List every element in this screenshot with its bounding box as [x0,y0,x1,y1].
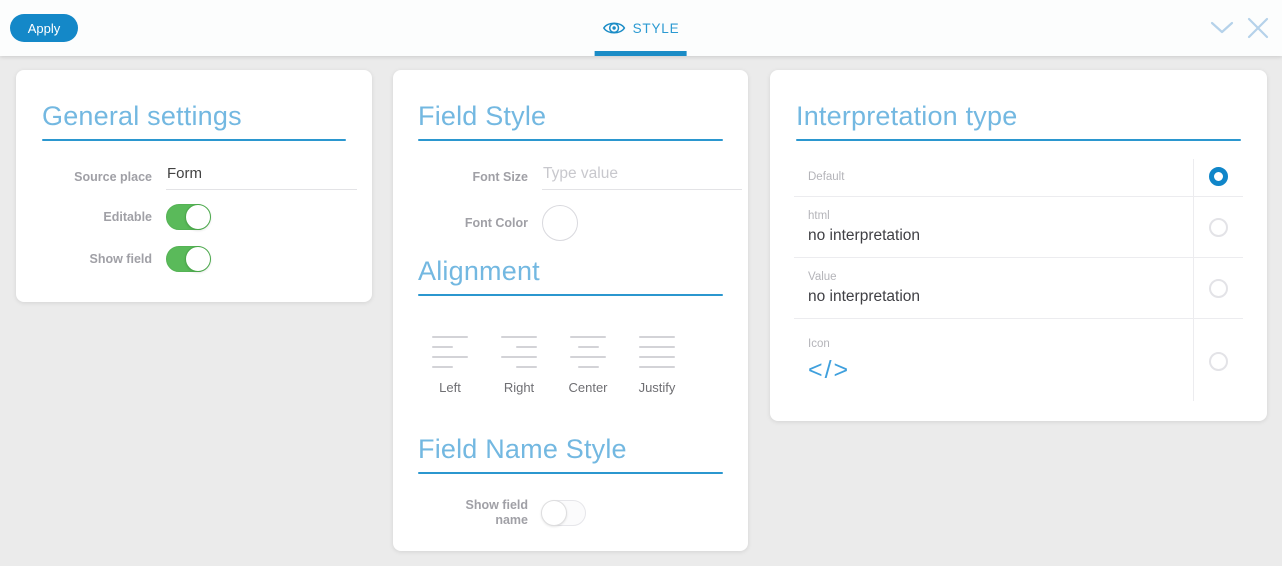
chevron-down-icon[interactable] [1210,21,1234,35]
apply-button[interactable]: Apply [10,14,78,42]
interp-option-value: no interpretation [808,226,921,244]
interp-option-label: Value [808,270,837,283]
align-option-justify[interactable]: Justify [629,336,685,395]
editable-label: Editable [103,209,152,224]
radio-html[interactable] [1209,217,1228,237]
interp-option-value: no interpretation [808,287,921,305]
interp-option-label: Icon [808,337,830,350]
interp-option-label: html [808,209,830,222]
show-field-toggle[interactable] [166,246,211,272]
source-place-row: Source place [42,165,357,190]
toggle-knob [185,204,211,230]
editable-row: Editable [42,204,346,230]
interp-option-icon[interactable]: Icon </> [794,319,1243,403]
align-option-right[interactable]: Right [491,336,547,395]
show-field-name-toggle[interactable] [541,500,586,526]
editable-toggle[interactable] [166,204,211,230]
align-right-icon [501,336,537,368]
source-place-input[interactable] [166,165,357,190]
align-option-label: Right [503,380,535,395]
section-rule [418,139,723,141]
interp-option-label: Default [808,170,845,183]
tab-style-label: STYLE [632,20,680,36]
interpretation-type-title: Interpretation type [796,101,1018,131]
radio-icon[interactable] [1209,351,1228,371]
align-option-label: Justify [638,380,676,395]
toggle-knob [541,500,567,526]
align-option-label: Left [439,380,461,395]
font-color-row: Font Color [418,205,723,241]
field-name-style-title: Field Name Style [418,434,627,464]
section-rule [418,294,723,296]
show-field-name-row: Show field name [418,498,723,528]
align-left-icon [432,336,468,368]
general-settings-title: General settings [42,101,242,131]
field-style-title: Field Style [418,101,547,131]
show-field-row: Show field [42,246,346,272]
source-place-label: Source place [74,170,152,184]
section-rule [42,139,346,141]
tab-style[interactable]: STYLE [595,0,687,56]
alignment-title: Alignment [418,256,540,286]
show-field-name-label: Show field name [465,498,529,527]
radio-default[interactable] [1209,167,1228,186]
align-justify-icon [639,336,675,368]
font-color-swatch[interactable] [542,205,578,241]
interpretation-type-card: Interpretation type Default html no inte… [770,70,1267,421]
align-center-icon [570,336,606,368]
font-size-input[interactable] [542,165,742,190]
interpretation-options: Default html no interpretation Value no … [770,157,1267,403]
alignment-options: Left Right Center Justify [422,336,723,395]
font-size-row: Font Size [418,165,742,190]
align-option-label: Center [568,380,608,395]
interp-option-html[interactable]: html no interpretation [794,197,1243,258]
tab-active-indicator [595,51,687,56]
code-icon: </> [808,355,851,384]
radio-column-divider [1193,159,1194,401]
field-style-card: Field Style Font Size Font Color Alignme… [393,70,748,551]
radio-value[interactable] [1209,278,1228,298]
eye-icon [602,20,626,36]
section-rule [418,472,723,474]
toggle-knob [185,246,211,272]
align-option-left[interactable]: Left [422,336,478,395]
align-option-center[interactable]: Center [560,336,616,395]
interp-option-value[interactable]: Value no interpretation [794,258,1243,319]
general-settings-card: General settings Source place Editable S… [16,70,372,302]
show-field-label: Show field [89,251,153,266]
interp-option-default[interactable]: Default [794,157,1243,197]
close-icon[interactable] [1246,16,1270,40]
font-size-label: Font Size [472,170,528,184]
font-color-label: Font Color [464,215,528,230]
section-rule [796,139,1241,141]
topbar: Apply STYLE [0,0,1282,56]
window-controls [1210,0,1270,56]
